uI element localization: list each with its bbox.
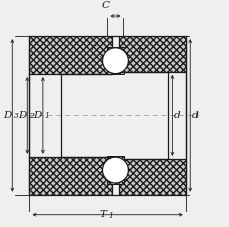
- Text: C: C: [101, 1, 109, 10]
- Text: r: r: [90, 43, 95, 52]
- Text: r: r: [137, 46, 142, 55]
- Circle shape: [102, 48, 128, 74]
- Polygon shape: [29, 36, 112, 74]
- Text: d: d: [191, 111, 197, 120]
- Polygon shape: [107, 156, 118, 184]
- Text: 1: 1: [44, 112, 49, 120]
- Polygon shape: [29, 157, 112, 195]
- Text: 2: 2: [29, 112, 34, 120]
- FancyBboxPatch shape: [29, 74, 60, 157]
- Text: d: d: [173, 111, 179, 120]
- Text: T: T: [99, 210, 106, 219]
- Text: 1: 1: [108, 212, 112, 220]
- Text: 1: 1: [194, 112, 198, 120]
- Polygon shape: [118, 159, 185, 195]
- Text: 3: 3: [14, 112, 19, 120]
- Text: D: D: [3, 111, 11, 120]
- Text: D: D: [33, 111, 42, 120]
- FancyBboxPatch shape: [167, 72, 185, 159]
- Circle shape: [102, 157, 128, 183]
- Polygon shape: [107, 47, 118, 74]
- Polygon shape: [112, 47, 123, 74]
- Polygon shape: [112, 156, 123, 184]
- Text: D: D: [18, 111, 26, 120]
- Polygon shape: [118, 36, 185, 72]
